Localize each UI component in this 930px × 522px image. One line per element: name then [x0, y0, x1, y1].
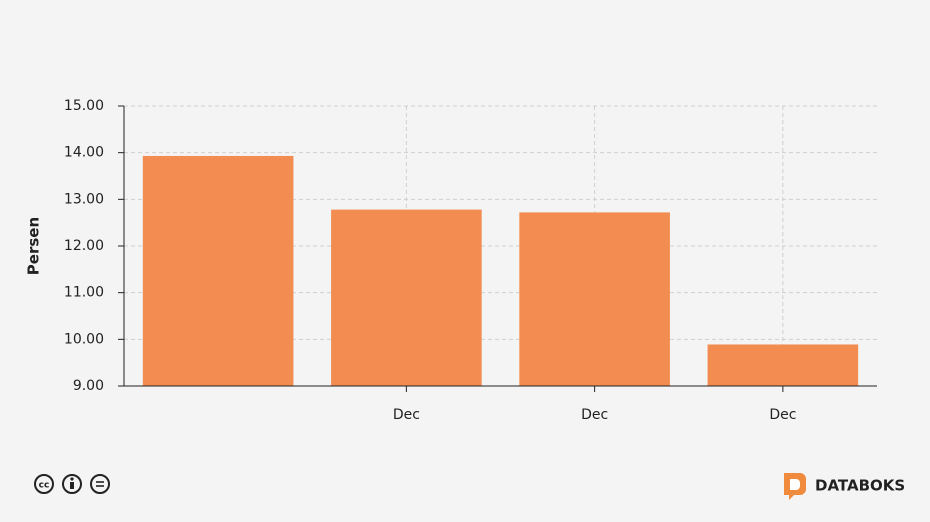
x-tick-label: Dec [769, 407, 796, 423]
x-tick-label: Dec [581, 407, 608, 423]
y-axis-label: Persen [25, 217, 43, 275]
y-tick-label: 12.00 [64, 238, 104, 254]
y-tick-label: 11.00 [64, 285, 104, 301]
x-tick-label: Dec [393, 407, 420, 423]
brand-name: DATABOKS [815, 477, 905, 495]
y-tick-label: 15.00 [64, 98, 104, 114]
bar [331, 209, 482, 386]
bar [142, 155, 294, 386]
y-tick-label: 9.00 [73, 378, 104, 394]
y-tick-label: 13.00 [64, 191, 104, 207]
y-tick-label: 14.00 [64, 145, 104, 161]
cc-icons: cc [34, 474, 110, 494]
svg-text:cc: cc [39, 481, 50, 491]
bar [519, 212, 670, 386]
bar [707, 344, 859, 386]
y-tick-label: 10.00 [64, 331, 104, 347]
brand-logo [784, 473, 806, 500]
